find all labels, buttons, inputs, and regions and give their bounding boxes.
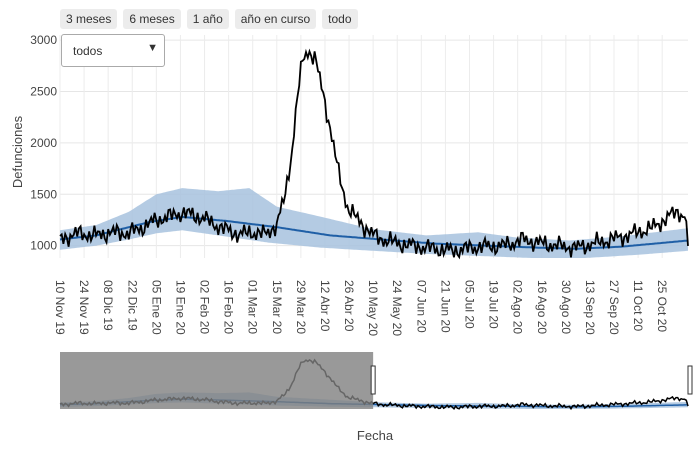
x-tick-label: 22 Dic 19 — [125, 280, 139, 331]
filter-dropdown[interactable]: todos ▼ — [61, 34, 165, 67]
navigator-left-handle[interactable] — [370, 365, 376, 395]
x-tick-label: 24 May 20 — [390, 280, 404, 336]
x-tick-label: 29 Mar 20 — [294, 280, 308, 334]
x-axis-title: Fecha — [357, 428, 394, 443]
navigator-right-handle[interactable] — [687, 365, 693, 395]
range-navigator[interactable] — [59, 352, 693, 411]
x-tick-label: 10 Nov 19 — [53, 280, 67, 335]
y-axis: 1000 1500 2000 2500 3000 — [30, 33, 57, 253]
x-tick-label: 08 Dic 19 — [101, 280, 115, 331]
range-ytd-button[interactable]: año en curso — [234, 9, 317, 29]
navigator-selection-mask[interactable] — [60, 352, 374, 409]
x-tick-label: 05 Ene 20 — [149, 280, 163, 335]
x-tick-label: 11 Oct 20 — [631, 280, 645, 331]
y-tick-label: 1500 — [30, 187, 57, 201]
x-tick-label: 15 Mar 20 — [270, 280, 284, 334]
chevron-down-icon: ▼ — [147, 42, 158, 54]
y-tick-label: 1000 — [30, 239, 57, 253]
x-tick-label: 25 Oct 20 — [655, 280, 669, 332]
range-6-months-button[interactable]: 6 meses — [123, 9, 181, 29]
x-tick-label: 19 Ene 20 — [173, 280, 187, 335]
x-tick-label: 19 Jul 20 — [487, 280, 501, 329]
y-tick-label: 2000 — [30, 136, 57, 150]
x-tick-label: 24 Nov 19 — [77, 280, 91, 335]
x-tick-label: 12 Abr 20 — [318, 280, 332, 332]
x-tick-label: 13 Sep 20 — [583, 280, 597, 335]
range-3-months-button[interactable]: 3 meses — [60, 9, 118, 29]
x-tick-label: 26 Abr 20 — [342, 280, 356, 332]
x-tick-label: 16 Ago 20 — [535, 280, 549, 334]
range-1-year-button[interactable]: 1 año — [186, 9, 229, 29]
x-tick-label: 10 May 20 — [366, 280, 380, 336]
y-axis-title: Defunciones — [10, 115, 25, 188]
x-tick-label: 02 Ago 20 — [511, 280, 525, 334]
x-tick-label: 27 Sep 20 — [607, 280, 621, 335]
y-tick-label: 3000 — [30, 33, 57, 47]
x-tick-label: 07 Jun 20 — [414, 280, 428, 333]
x-tick-label: 05 Jul 20 — [462, 280, 476, 329]
x-tick-label: 21 Jun 20 — [438, 280, 452, 333]
y-tick-label: 2500 — [30, 85, 57, 99]
x-tick-label: 30 Ago 20 — [559, 280, 573, 334]
filter-dropdown-value: todos — [73, 44, 103, 58]
x-tick-label: 16 Feb 20 — [222, 280, 236, 334]
observed-series-line — [59, 48, 689, 260]
range-all-button[interactable]: todo — [322, 9, 358, 29]
x-axis: 10 Nov 19 24 Nov 19 08 Dic 19 22 Dic 19 05 E… — [53, 280, 669, 336]
x-tick-label: 01 Mar 20 — [246, 280, 260, 334]
x-tick-label: 02 Feb 20 — [198, 280, 212, 334]
range-selector: 3 meses 6 meses 1 año año en curso todo — [60, 9, 358, 29]
